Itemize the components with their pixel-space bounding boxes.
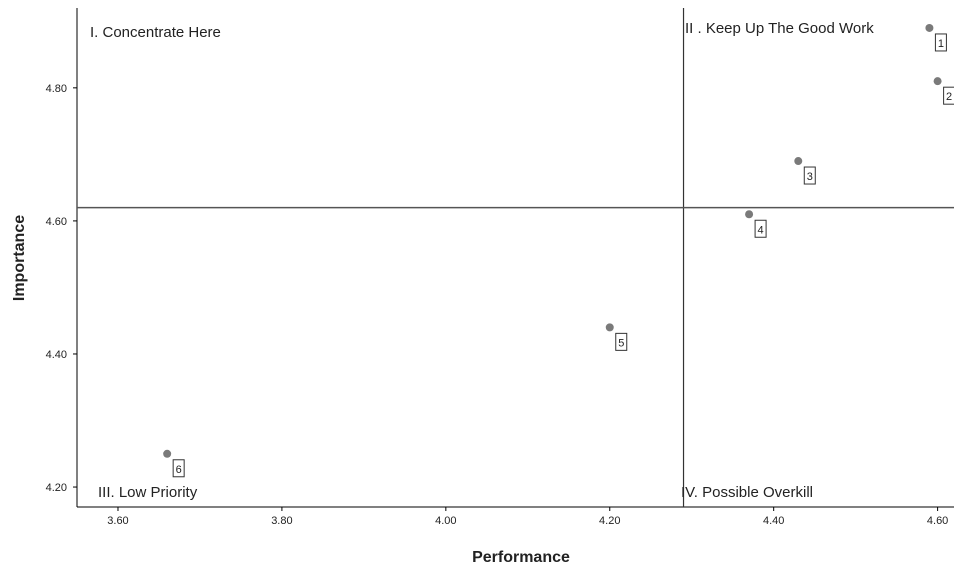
tick-labels: 3.60 3.80 4.00 4.20 4.40 4.60 4.20 4.40 4.60 4.80 [46,83,949,527]
axes [76,8,954,508]
data-points: 1 2 3 4 5 6 [163,23,954,478]
point-label-1: 1 [938,38,944,50]
data-point-5 [605,323,614,332]
point-label-5: 5 [618,337,624,349]
point-label-4: 4 [758,224,764,236]
data-point-4 [745,210,754,219]
point-label-box-3 [803,166,816,185]
point-label-3: 3 [807,171,813,183]
point-label-box-4 [754,219,767,238]
x-tick-label: 4.40 [763,515,784,527]
quadrant-label-bottom-right: IV. Possible Overkill [681,484,813,501]
x-axis-title: Performance [472,549,570,566]
y-tick-label: 4.40 [46,349,67,361]
data-point-3 [794,157,803,166]
point-label-box-1 [934,33,947,52]
y-tick-label: 4.60 [46,216,67,228]
quadrant-label-top-left: I. Concentrate Here [90,24,221,41]
x-tick-label: 3.60 [107,515,128,527]
data-point-6 [163,449,172,458]
point-label-6: 6 [176,464,182,476]
point-label-box-6 [172,459,185,478]
quadrant-label-bottom-left: III. Low Priority [98,484,198,501]
y-tick-label: 4.20 [46,482,67,494]
data-point-1 [925,23,934,32]
y-axis-title: Importance [11,215,28,301]
quadrant-label-top-right: II . Keep Up The Good Work [685,20,874,37]
quadrant-labels: I. Concentrate Here II . Keep Up The Goo… [90,20,874,501]
point-label-2: 2 [946,91,952,103]
point-label-box-2 [943,86,954,105]
y-tick-label: 4.80 [46,83,67,95]
x-tick-label: 4.20 [599,515,620,527]
x-tick-label: 4.60 [927,515,948,527]
reference-lines [77,8,954,507]
point-label-box-5 [615,332,628,351]
x-tick-label: 3.80 [271,515,292,527]
x-tick-label: 4.00 [435,515,456,527]
data-point-2 [933,77,942,86]
